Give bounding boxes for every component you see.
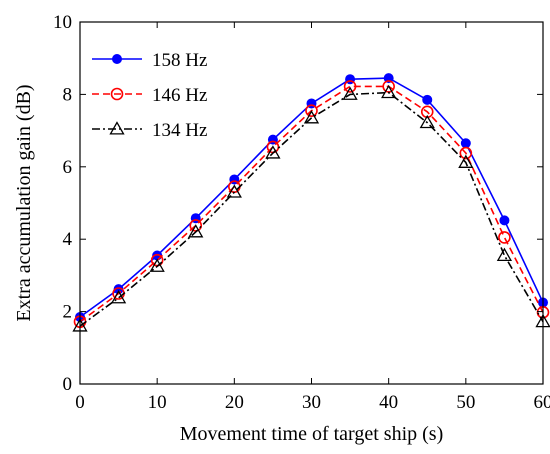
data-point-146-hz — [305, 104, 318, 117]
legend: 158 Hz 146 Hz 134 Hz — [92, 50, 207, 141]
data-point-158-hz — [499, 215, 510, 226]
data-point-134-hz — [381, 84, 397, 99]
y-tick-label: 2 — [63, 302, 73, 323]
data-point-134-hz — [188, 224, 204, 238]
data-point-134-hz — [458, 154, 474, 168]
y-tick-label: 8 — [63, 84, 73, 105]
data-point-134-hz — [419, 114, 435, 129]
axis-ticks: 0 10 20 30 40 50 60 0 2 4 6 8 10 — [53, 12, 550, 413]
legend-marker — [112, 54, 122, 64]
data-point-158-hz — [422, 94, 433, 105]
y-tick-label: 0 — [63, 374, 73, 395]
x-tick-label: 60 — [534, 392, 550, 413]
series-134-hz — [72, 84, 550, 332]
data-point-134-hz — [226, 184, 242, 198]
y-tick-label: 4 — [63, 229, 73, 250]
data-point-134-hz — [149, 258, 165, 272]
data-point-146-hz — [459, 146, 473, 160]
series-line-158-hz — [79, 77, 544, 318]
x-tick-label: 0 — [75, 392, 85, 413]
legend-label: 158 Hz — [152, 50, 207, 71]
plot-frame — [79, 21, 544, 385]
legend-marker — [110, 87, 124, 101]
data-point-146-hz — [498, 231, 511, 244]
data-point-134-hz — [265, 145, 281, 159]
data-point-134-hz — [496, 247, 513, 262]
legend-entry-158-hz: 158 Hz — [92, 50, 207, 71]
legend-label: 134 Hz — [152, 120, 207, 141]
legend-label: 146 Hz — [152, 85, 207, 106]
data-point-134-hz — [342, 86, 358, 100]
x-tick-label: 50 — [456, 392, 475, 413]
x-tick-label: 30 — [302, 392, 321, 413]
y-tick-label: 6 — [63, 157, 73, 178]
series-line-146-hz — [79, 85, 544, 323]
series-line-134-hz — [79, 91, 544, 327]
x-tick-label: 40 — [379, 392, 398, 413]
data-point-134-hz — [303, 110, 320, 124]
data-point-146-hz — [343, 80, 357, 93]
x-tick-label: 10 — [148, 392, 167, 413]
legend-entry-146-hz: 146 Hz — [92, 85, 207, 106]
legend-marker — [109, 121, 125, 135]
data-point-158-hz — [383, 73, 394, 84]
legend-entry-134-hz: 134 Hz — [92, 120, 207, 141]
x-tick-label: 20 — [225, 392, 244, 413]
y-tick-label: 10 — [53, 12, 72, 33]
data-point-158-hz — [460, 138, 471, 149]
x-axis-title: Movement time of target ship (s) — [180, 423, 443, 445]
plot-marks — [72, 73, 550, 332]
y-axis-title: Extra accumulation gain (dB) — [13, 84, 35, 321]
data-point-134-hz — [110, 290, 127, 304]
